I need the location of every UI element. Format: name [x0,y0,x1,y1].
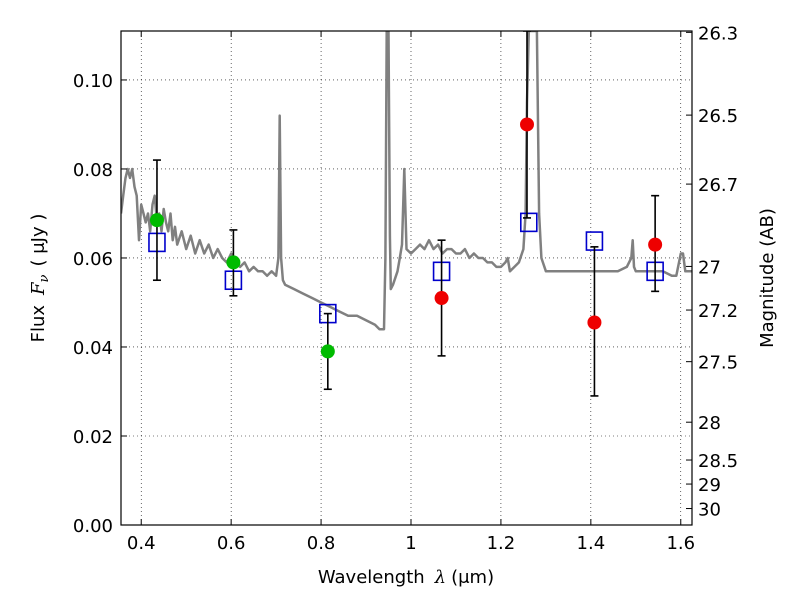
x-tick-label: 0.6 [217,533,246,554]
observed-infrared-point [434,291,449,306]
y-tick-label: 0.10 [73,71,113,92]
y2-tick-label: 28.5 [698,451,738,472]
observed-infrared-point [519,117,534,132]
y-axis-symbol: F [28,281,49,296]
plot-background [121,31,692,525]
x-tick-label: 0.8 [307,533,336,554]
observed-optical-point [149,213,164,228]
y2-tick-label: 29 [698,475,721,496]
x-tick-label: 1 [405,533,416,554]
model-photometry-marker [519,212,538,233]
y2-tick-label: 26.3 [698,23,738,44]
spectrum-line [121,31,692,331]
y-tick-label: 0.02 [73,427,113,448]
observed-infrared-point [648,237,663,252]
y-axis-subscript: ν [37,274,52,282]
plot-area [121,31,692,397]
y-axis-label: Flux [28,305,49,343]
x-axis-title: Wavelength λ (μm) [318,567,494,588]
y2-tick-label: 30 [698,500,721,521]
x-axis-unit: (μm) [451,567,494,588]
x-tick-label: 1.6 [666,533,695,554]
axes: 0.4 0.6 0.8 1 1.2 1.4 1.6 0.00 0.02 0.04 0.06 0.08 0… [73,23,738,554]
y2-tick-label: 27.5 [698,353,738,374]
y-axis-unit: ( μJy ) [28,214,49,267]
y-axis-title: Flux Fν ( μJy ) [28,214,52,343]
x-axis-symbol: λ [434,567,446,588]
observed-infrared-point [587,315,602,330]
y2-tick-label: 28 [698,413,721,434]
observed-optical-point [320,344,335,359]
x-tick-label: 1.2 [487,533,516,554]
plot-frame [120,30,693,526]
x-tick-label: 1.4 [577,533,606,554]
y2-axis-title: Magnitude (AB) [757,208,778,348]
y2-tick-label: 26.5 [698,106,738,127]
y-tick-label: 0.06 [73,249,113,270]
y2-tick-label: 27.2 [698,301,738,322]
observed-optical-point [226,255,241,270]
y2-tick-label: 27 [698,257,721,278]
y2-tick-label: 26.7 [698,175,738,196]
x-axis-label: Wavelength [318,567,425,588]
x-tick-label: 0.4 [127,533,156,554]
y-tick-label: 0.04 [73,338,113,359]
y-tick-label: 0.00 [73,516,113,537]
y-tick-label: 0.08 [73,160,113,181]
